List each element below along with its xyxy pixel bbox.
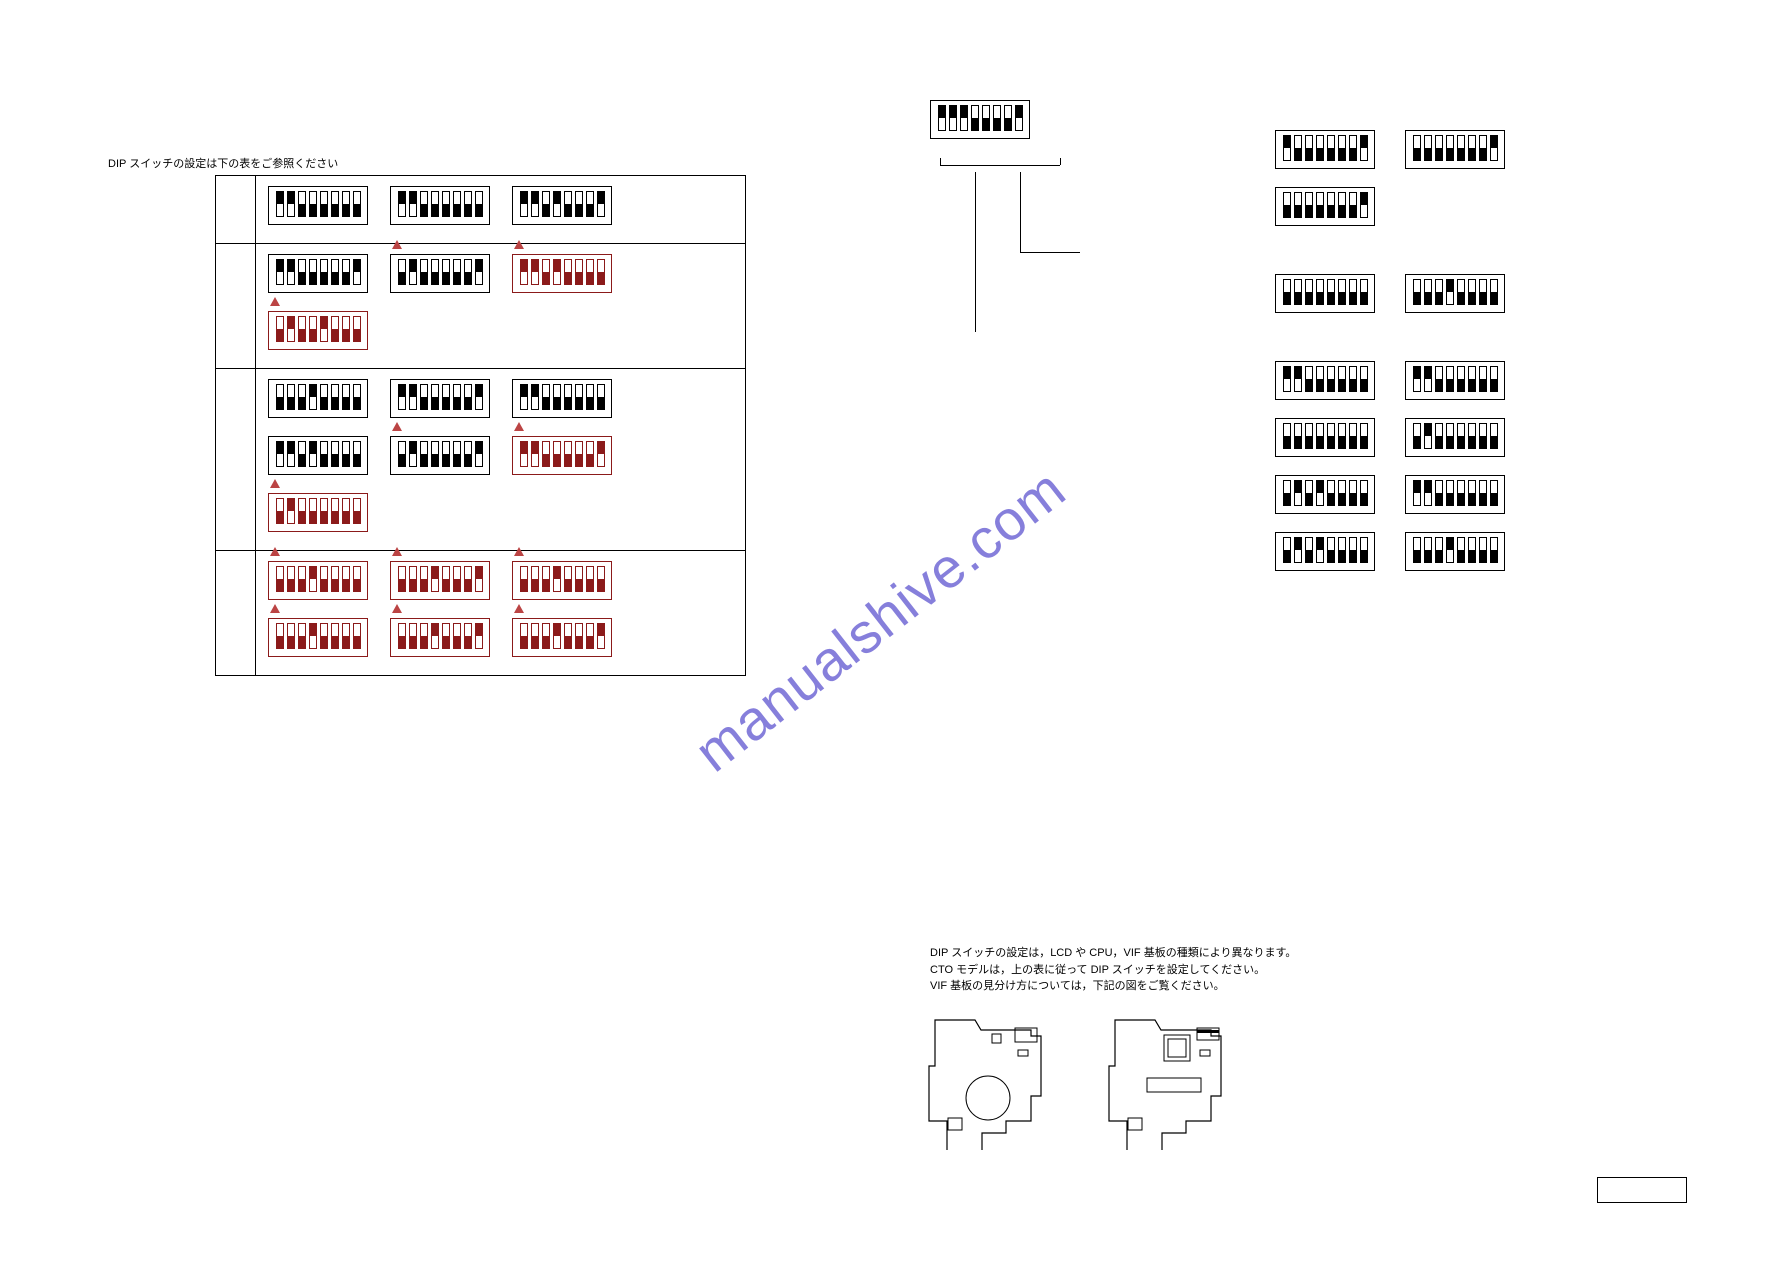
connector-line: [1020, 172, 1021, 252]
right-dip-column: [1275, 130, 1505, 571]
triangle-marker-icon: [514, 604, 524, 613]
row-label: [216, 551, 256, 676]
vif-board-b: [1100, 1010, 1230, 1150]
connector-line: [1020, 252, 1080, 253]
triangle-marker-icon: [514, 240, 524, 249]
dip-switch: [268, 618, 368, 657]
triangle-marker-icon: [270, 604, 280, 613]
dip-switch: [390, 618, 490, 657]
dip-switch: [512, 186, 612, 225]
right-dip-row: [1275, 130, 1505, 169]
note-line: DIP スイッチの設定は，LCD や CPU，VIF 基板の種類により異なります…: [930, 945, 1296, 962]
vif-board-a: [920, 1010, 1050, 1150]
dip-switch: [390, 186, 490, 225]
dip-switch: [268, 379, 368, 418]
dip-switch: [1275, 187, 1375, 226]
dip-switch: [268, 311, 368, 350]
connector-line: [940, 158, 941, 165]
row-content: [256, 244, 746, 369]
dip-switch: [1405, 532, 1505, 571]
dip-switch: [1275, 130, 1375, 169]
dip-switch: [268, 436, 368, 475]
lead-dip-switch: [930, 100, 1030, 139]
connector-line: [975, 172, 976, 332]
dip-switch: [390, 379, 490, 418]
dip-switch: [390, 254, 490, 293]
triangle-marker-icon: [270, 547, 280, 556]
connector-line: [1060, 158, 1061, 165]
triangle-marker-icon: [392, 604, 402, 613]
triangle-marker-icon: [392, 547, 402, 556]
triangle-marker-icon: [514, 547, 524, 556]
dip-switch: [1405, 130, 1505, 169]
dip-switch: [1275, 532, 1375, 571]
dip-switch: [1275, 418, 1375, 457]
connector-line: [940, 165, 1060, 166]
triangle-marker-icon: [270, 479, 280, 488]
row-content: [256, 369, 746, 551]
dip-switch: [1405, 418, 1505, 457]
right-dip-row: [1275, 475, 1505, 514]
row-label: [216, 176, 256, 244]
row-content: [256, 176, 746, 244]
triangle-marker-icon: [392, 422, 402, 431]
vif-board-diagrams: [920, 1010, 1230, 1150]
dip-switch: [1275, 361, 1375, 400]
dip-switch: [1405, 475, 1505, 514]
triangle-marker-icon: [392, 240, 402, 249]
dip-config-table: [215, 175, 746, 676]
right-dip-row: [1275, 187, 1505, 226]
dip-switch: [512, 436, 612, 475]
dip-switch: [1405, 361, 1505, 400]
dip-switch: [1275, 274, 1375, 313]
page-title: DIP スイッチの設定は下の表をご参照ください: [108, 155, 338, 171]
row-content: [256, 551, 746, 676]
page-number-box: [1597, 1177, 1687, 1203]
dip-switch: [268, 561, 368, 600]
dip-switch: [512, 561, 612, 600]
dip-switch: [512, 254, 612, 293]
dip-switch: [390, 561, 490, 600]
note-line: VIF 基板の見分け方については，下記の図をご覧ください。: [930, 978, 1296, 995]
dip-switch: [930, 100, 1030, 139]
dip-switch: [1405, 274, 1505, 313]
right-dip-row: [1275, 274, 1505, 313]
right-dip-row: [1275, 361, 1505, 400]
right-dip-row: [1275, 532, 1505, 571]
dip-switch: [512, 618, 612, 657]
dip-switch: [268, 254, 368, 293]
triangle-marker-icon: [514, 422, 524, 431]
row-label: [216, 369, 256, 551]
row-label: [216, 244, 256, 369]
triangle-marker-icon: [270, 297, 280, 306]
note-line: CTO モデルは，上の表に従って DIP スイッチを設定してください。: [930, 962, 1296, 979]
right-dip-row: [1275, 418, 1505, 457]
dip-switch: [268, 186, 368, 225]
dip-switch: [268, 493, 368, 532]
dip-switch: [512, 379, 612, 418]
dip-switch: [1275, 475, 1375, 514]
notes-block: DIP スイッチの設定は，LCD や CPU，VIF 基板の種類により異なります…: [930, 945, 1296, 995]
dip-switch: [390, 436, 490, 475]
